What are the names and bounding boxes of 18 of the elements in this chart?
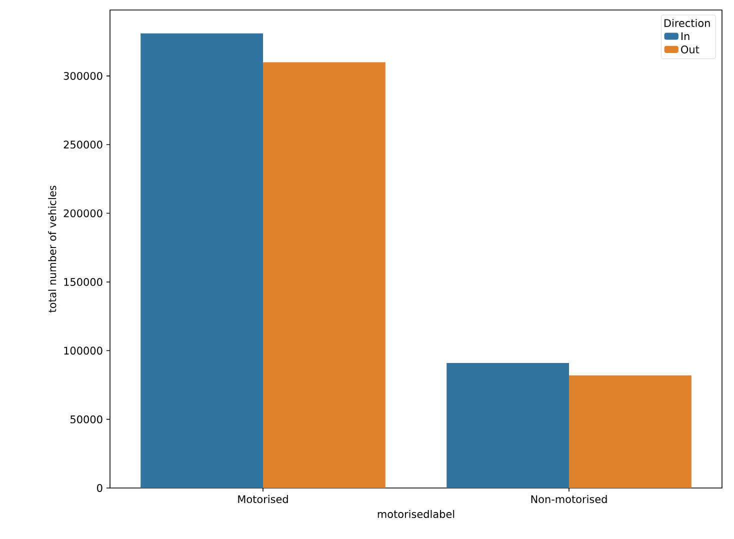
bar [140, 33, 263, 488]
x-tick-label: Motorised [238, 495, 288, 504]
y-tick-label: 0 [97, 484, 102, 492]
y-tick-label: 150000 [64, 278, 102, 286]
bar [263, 62, 386, 488]
y-tick-label: 50000 [70, 415, 102, 424]
legend-title: Direction [664, 18, 710, 28]
x-axis-title: motorisedlabel [378, 510, 454, 518]
x-tick-label: Non-motorised [531, 495, 607, 504]
legend-label: In [681, 32, 690, 40]
y-tick-label: 200000 [64, 209, 102, 218]
bar [569, 375, 692, 488]
y-axis-title: total number of vehicles [48, 186, 56, 312]
bar [446, 363, 570, 488]
y-tick-label: 250000 [64, 140, 102, 149]
y-tick-label: 300000 [64, 72, 102, 80]
legend-label: Out [681, 45, 700, 54]
y-tick-label: 100000 [64, 346, 102, 355]
